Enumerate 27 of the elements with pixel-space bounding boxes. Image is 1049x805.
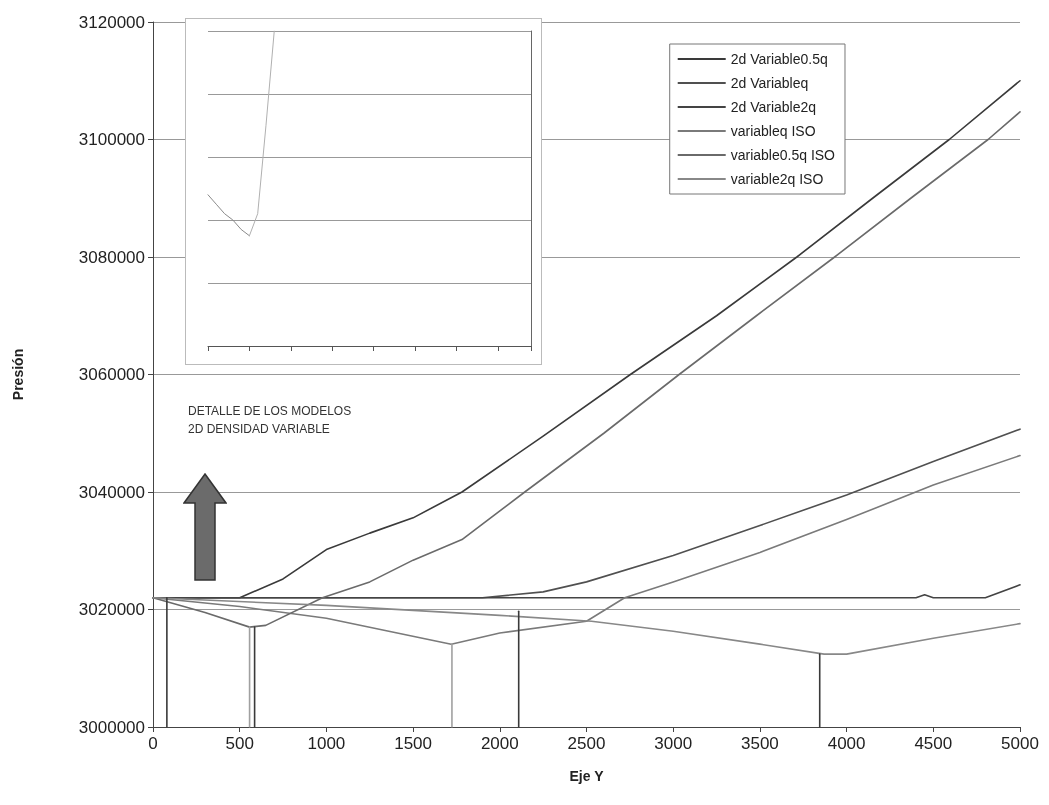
x-tick-label: 3000	[654, 734, 693, 753]
x-axis-title: Eje Y	[569, 768, 605, 784]
x-tick-label: 500	[225, 734, 254, 753]
x-tick-label: 2000	[480, 734, 519, 753]
x-tick-label: 4500	[914, 734, 953, 753]
x-tick-label: 5000	[1001, 734, 1039, 753]
legend-label: 2d Variableq	[730, 75, 809, 91]
legend-label: variable2q ISO	[730, 171, 824, 187]
annotation: DETALLE DE LOS MODELOS 2D DENSIDAD VARIABLE	[188, 404, 352, 436]
y-axis-title: Presión	[10, 348, 26, 401]
x-tick-label: 1500	[394, 734, 433, 753]
y-tick-label: 3040000	[78, 482, 145, 502]
y-tick-label: 3120000	[78, 12, 145, 32]
legend-label: 2d Variable2q	[730, 99, 817, 115]
legend-label: 2d Variable0.5q	[730, 51, 828, 67]
y-tick-label: 3020000	[78, 600, 145, 619]
legend-label: variable0.5q ISO	[730, 147, 836, 163]
legend-label: variableq ISO	[730, 123, 816, 139]
y-tick-label: 3100000	[78, 130, 145, 149]
x-tick-label: 1000	[307, 734, 346, 753]
x-tick-label: 2500	[567, 734, 606, 753]
x-tick-label: 0	[148, 734, 158, 753]
y-tick-label: 3000000	[78, 717, 145, 737]
y-tick-label: 3060000	[78, 365, 145, 384]
y-tick-label: 3080000	[78, 247, 145, 267]
x-tick-label: 4000	[827, 734, 866, 753]
x-tick-label: 3500	[740, 734, 779, 753]
